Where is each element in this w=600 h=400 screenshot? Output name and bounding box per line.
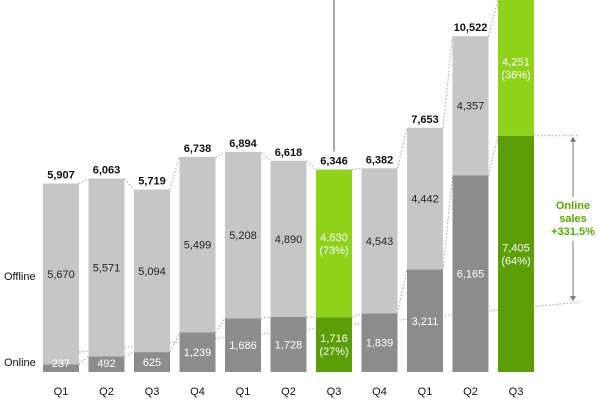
total-label-10: 10,522: [454, 22, 488, 34]
bar-online-8: [361, 313, 398, 372]
bar-online-9: [407, 269, 443, 372]
total-label-6: 6,618: [275, 147, 303, 159]
bar-offline-10: [452, 36, 489, 176]
tick-label-5: Q1: [236, 386, 251, 398]
connector-layer: [78, 0, 595, 365]
connector-total-1: [78, 178, 89, 184]
label-offline-5: 5,208: [229, 230, 257, 242]
tick-label-2: Q2: [99, 386, 114, 398]
bar-online-4: [179, 332, 216, 372]
connector-online-8: [397, 269, 408, 314]
bar-offline-11: [498, 0, 534, 136]
connector-total-8: [397, 127, 408, 169]
label-layer: 5,670 237 5,907 Q1 5,571 492 6,063 Q2 5,094 625 5,…: [47, 22, 595, 398]
annotation-backing: [551, 196, 595, 241]
connector-total-2: [124, 178, 135, 190]
tick-label-1: Q1: [54, 386, 69, 398]
label-offline-4: 5,499: [184, 240, 212, 252]
tick-label-6: Q2: [281, 386, 296, 398]
total-label-7: 6,346: [320, 156, 348, 168]
label-online-4: 1,239: [184, 347, 212, 359]
connector-online-5: [260, 316, 271, 319]
label-online-2: 492: [97, 358, 115, 370]
bar-offline-7: [316, 169, 352, 318]
connector-total-4: [215, 151, 226, 158]
label-online-1: 237: [52, 358, 70, 370]
total-label-2: 6,063: [93, 165, 121, 177]
annotation-online-sales: Online sales +331.5%: [551, 200, 595, 238]
tick-label-7: Q3: [327, 386, 342, 398]
bar-online-3: [134, 352, 170, 372]
tick-label-11: Q3: [509, 386, 524, 398]
label-offline-9: 4,442: [411, 194, 439, 206]
bar-online-11: [498, 135, 534, 372]
row-label-online: Online: [4, 357, 36, 369]
label-online-3: 625: [143, 357, 161, 369]
bar-layer: [43, 0, 534, 372]
total-label-3: 5,719: [138, 176, 166, 188]
total-label-5: 6,894: [229, 138, 257, 150]
connector-total-7: [351, 167, 362, 170]
label-offline-10: 4,357: [457, 101, 485, 113]
bar-offline-6: [270, 160, 307, 317]
label-online-7: 1,716 (27%): [319, 333, 348, 358]
bar-online-1: [43, 364, 79, 372]
annotation-arrow-up: [570, 136, 576, 142]
label-online-9: 3,211: [412, 316, 439, 328]
tick-label-9: Q1: [418, 386, 433, 398]
bar-online-6: [270, 316, 307, 372]
row-label-offline: Offline: [4, 271, 36, 283]
total-label-4: 6,738: [184, 143, 212, 155]
bar-offline-4: [179, 157, 216, 333]
bar-offline-5: [225, 152, 261, 319]
annotation-arrow-down: [570, 296, 576, 302]
label-online-6: 1,728: [275, 339, 303, 351]
bar-offline-2: [88, 178, 125, 357]
tick-label-10: Q2: [463, 386, 478, 398]
bar-offline-8: [361, 168, 398, 314]
label-offline-8: 4,543: [366, 236, 394, 248]
connector-online-3: [169, 332, 180, 353]
label-offline-6: 4,890: [275, 234, 303, 246]
label-online-8: 1,839: [366, 338, 394, 350]
tick-label-8: Q4: [372, 386, 387, 398]
label-offline-1: 5,670: [47, 269, 75, 281]
bar-online-10: [452, 175, 489, 372]
label-online-11: 7,405 (64%): [501, 242, 530, 267]
bar-offline-3: [134, 189, 170, 353]
tick-label-4: Q4: [190, 386, 205, 398]
connector-total-9: [442, 36, 453, 128]
bar-online-7: [316, 317, 352, 372]
connector-online-2: [124, 351, 135, 357]
connector-total-3: [169, 156, 180, 190]
connector-online-10: [488, 135, 499, 176]
label-online-10: 6,165: [457, 269, 485, 281]
total-label-9: 7,653: [411, 114, 439, 126]
bar-online-2: [88, 356, 125, 372]
tick-label-3: Q3: [145, 386, 160, 398]
bar-offline-1: [43, 183, 79, 365]
connector-total-6: [306, 160, 317, 170]
total-label-1: 5,907: [47, 170, 75, 182]
total-label-8: 6,382: [366, 154, 394, 166]
connector-online-7: [351, 312, 362, 318]
connector-total-10: [488, 0, 499, 37]
connector-online-1: [78, 355, 89, 365]
label-offline-2: 5,571: [93, 262, 121, 274]
label-offline-3: 5,094: [138, 266, 166, 278]
label-offline-11: 4,251 (36%): [501, 56, 530, 81]
bar-offline-9: [407, 127, 443, 270]
connector-online-4: [215, 317, 226, 333]
label-offline-7: 4,630 (73%): [319, 232, 348, 257]
connector-total-5: [260, 151, 271, 162]
label-online-5: 1,686: [229, 340, 257, 352]
connector-online-9: [442, 175, 453, 270]
bar-online-5: [225, 318, 261, 372]
